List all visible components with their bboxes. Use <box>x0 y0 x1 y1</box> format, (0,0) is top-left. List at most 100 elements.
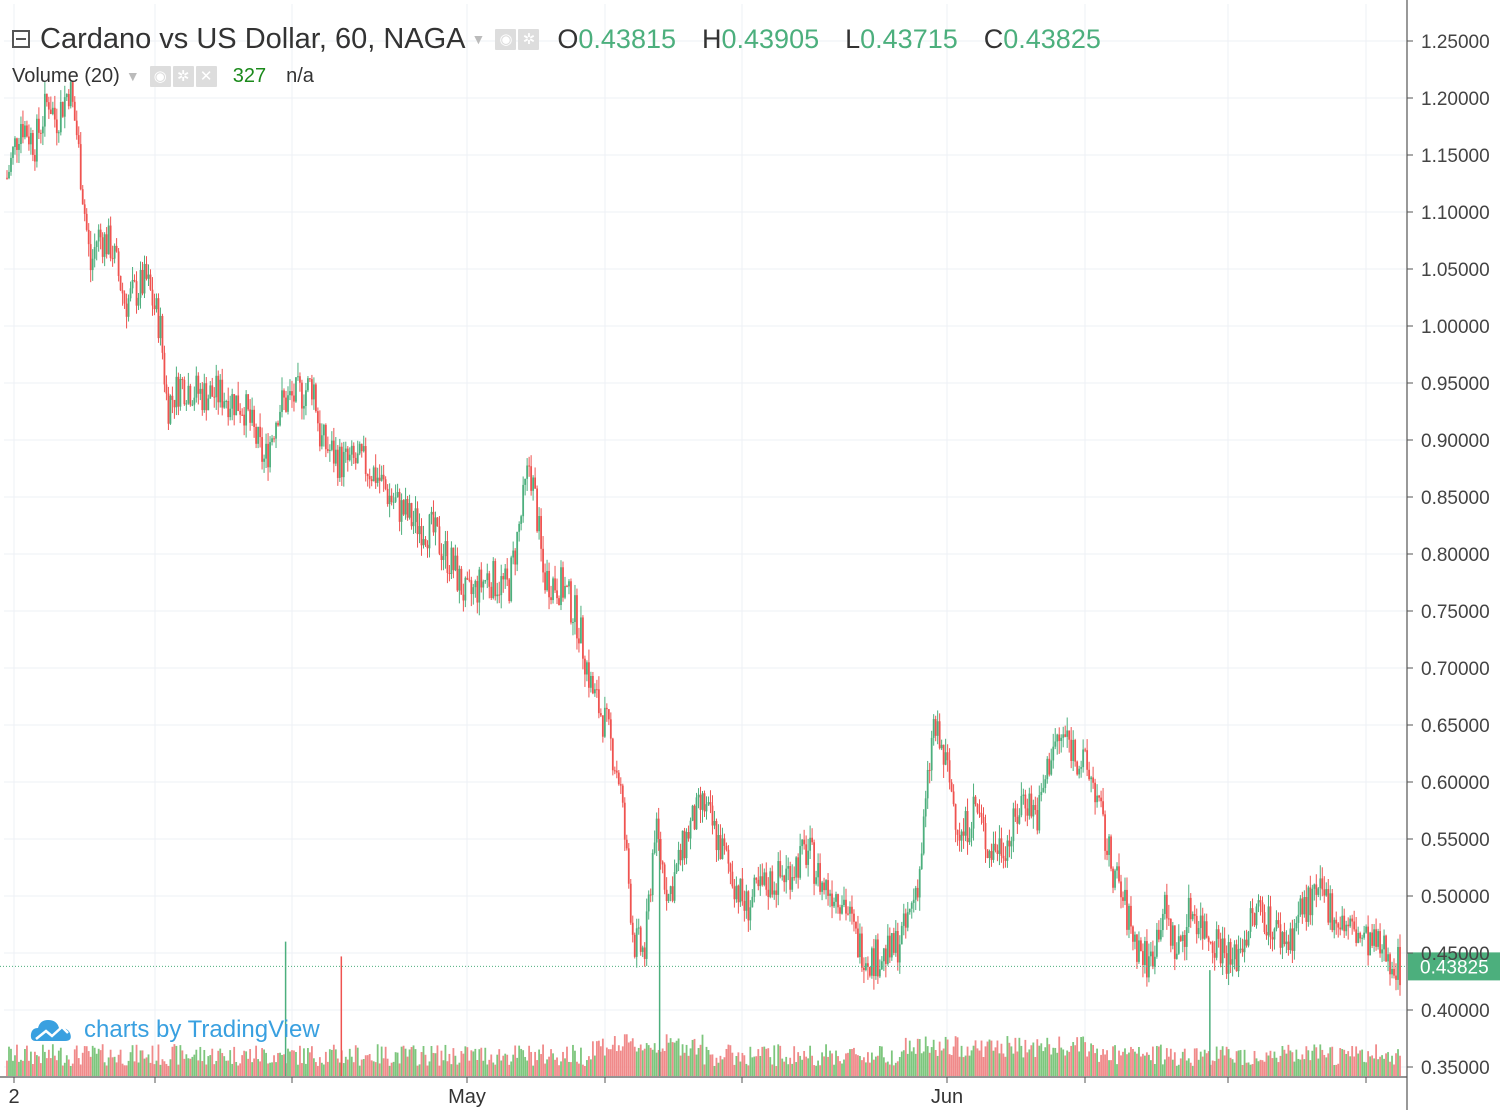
candle-body <box>1391 968 1393 975</box>
volume-bar <box>81 1052 84 1076</box>
candle-body <box>1353 921 1356 930</box>
candle-body <box>677 849 680 865</box>
collapse-legend-icon[interactable] <box>12 30 30 48</box>
candle-body <box>24 125 26 138</box>
volume-bar <box>460 1051 463 1076</box>
candle-body <box>368 476 371 480</box>
volume-bar <box>1223 1055 1226 1076</box>
candle-body <box>472 587 475 595</box>
candle-body <box>542 548 544 573</box>
volume-bar <box>743 1055 746 1076</box>
volume-bar <box>1153 1064 1156 1076</box>
candle-body <box>910 902 913 909</box>
volume-bar <box>376 1044 379 1076</box>
candle-body <box>326 449 329 451</box>
candle-body <box>536 488 538 532</box>
volume-bar <box>946 1039 949 1076</box>
symbol-title[interactable]: Cardano vs US Dollar, 60, NAGA <box>40 22 466 55</box>
candle-body <box>450 547 453 575</box>
candle-body <box>205 383 208 411</box>
volume-bar <box>219 1048 222 1076</box>
main-legend: Cardano vs US Dollar, 60, NAGA ▼ ◉ ✲ O 0… <box>12 22 1119 56</box>
volume-bar <box>1363 1061 1366 1076</box>
candle-body <box>647 894 650 912</box>
candle-body <box>1251 908 1254 914</box>
volume-bar <box>1157 1046 1160 1076</box>
candle-body <box>960 831 963 841</box>
candle-body <box>1050 760 1053 775</box>
candle-body <box>779 861 782 877</box>
candle-body <box>1209 941 1212 943</box>
candle-body <box>151 289 154 306</box>
candle-body <box>502 576 505 580</box>
volume-bar <box>621 1046 624 1076</box>
volume-bar <box>900 1051 903 1076</box>
volume-bar <box>757 1049 760 1076</box>
tradingview-watermark[interactable]: charts by TradingView <box>30 1016 320 1044</box>
volume-bar <box>121 1063 124 1076</box>
candle-body <box>508 579 511 601</box>
volume-title[interactable]: Volume (20) <box>12 64 120 87</box>
candle-body <box>799 846 802 878</box>
volume-bar <box>454 1055 457 1076</box>
volume-bar <box>1114 1045 1116 1076</box>
candle-body <box>1241 948 1244 953</box>
volume-bar <box>73 1049 76 1076</box>
volume-bar <box>1241 1064 1244 1076</box>
gear-icon[interactable]: ✲ <box>172 65 194 87</box>
candle-body <box>259 426 261 438</box>
volume-bar <box>773 1045 776 1076</box>
candle-body <box>588 662 590 688</box>
volume-bar <box>807 1058 810 1076</box>
gear-icon[interactable]: ✲ <box>518 28 540 50</box>
volume-bar <box>753 1056 756 1076</box>
chevron-down-icon[interactable]: ▼ <box>471 31 486 47</box>
volume-bar <box>546 1059 548 1076</box>
volume-bar <box>203 1049 206 1076</box>
candle-body <box>689 820 692 839</box>
volume-bar <box>1183 1048 1186 1076</box>
eye-icon[interactable]: ◉ <box>149 65 171 87</box>
candle-body <box>440 553 443 561</box>
candle-body <box>755 877 758 880</box>
candle-body <box>886 935 889 964</box>
candle-body <box>55 119 58 134</box>
candle-body <box>1116 866 1118 871</box>
volume-bar <box>853 1047 855 1076</box>
candle-body <box>1102 801 1104 815</box>
y-tick-label: 0.35000 <box>1421 1058 1490 1079</box>
volume-bar <box>1028 1049 1031 1076</box>
candle-body <box>727 849 730 864</box>
volume-bar <box>839 1061 841 1076</box>
chevron-down-icon[interactable]: ▼ <box>125 68 140 84</box>
volume-bar <box>1357 1053 1360 1076</box>
candle-body <box>85 213 88 230</box>
candle-body <box>890 933 893 958</box>
volume-bar <box>635 1051 638 1076</box>
candle-body <box>1106 850 1108 855</box>
volume-bar <box>1022 1057 1025 1076</box>
volume-bar <box>566 1046 568 1076</box>
candle-body <box>1183 934 1186 947</box>
candle-body <box>324 424 327 450</box>
volume-bar <box>1046 1037 1049 1076</box>
volume-bar <box>129 1052 132 1076</box>
eye-icon[interactable]: ◉ <box>495 28 517 50</box>
candle-body <box>928 769 931 771</box>
candle-body <box>135 281 138 306</box>
candle-body <box>506 568 509 580</box>
volume-bar <box>1112 1046 1114 1076</box>
volume-bar <box>1199 1051 1202 1076</box>
volume-bar <box>972 1045 975 1076</box>
candle-body <box>1201 915 1204 939</box>
candle-body <box>279 411 281 426</box>
y-tick-label: 0.55000 <box>1421 830 1490 851</box>
close-icon[interactable]: ✕ <box>195 65 217 87</box>
volume-bar <box>663 1050 666 1076</box>
volume-bar <box>793 1046 796 1076</box>
volume-bar <box>1151 1046 1154 1076</box>
candle-body <box>1227 942 1230 974</box>
candle-body <box>410 503 413 527</box>
candle-body <box>570 581 572 623</box>
